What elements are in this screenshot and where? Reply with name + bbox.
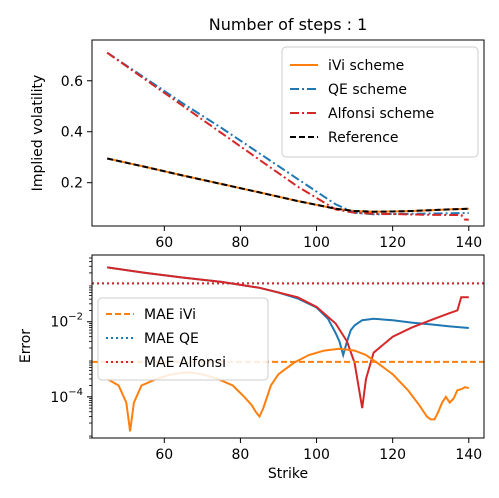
bottom-legend-box bbox=[97, 297, 269, 381]
top-ticks: 60 80 100 120 140 0.2 0.4 0.6 bbox=[61, 74, 482, 251]
top-legend-label-ivi-scheme: iVi scheme bbox=[328, 58, 404, 74]
bottom-legend-label-mae-ivi: MAE iVi bbox=[144, 307, 196, 323]
top-legend-label-alfonsi-scheme: Alfonsi scheme bbox=[328, 106, 434, 122]
bottom-legend: MAE iVi MAE QE MAE Alfonsi bbox=[97, 297, 269, 381]
top-ytick-label: 0.2 bbox=[61, 176, 83, 192]
top-panel: Number of steps : 1 60 80 100 120 140 0.2 0.4 0… bbox=[30, 15, 485, 251]
top-xtick-label: 80 bbox=[232, 235, 250, 251]
bottom-xtick-label: 120 bbox=[379, 447, 406, 463]
bottom-xtick-label: 80 bbox=[232, 447, 250, 463]
top-plot-area bbox=[106, 51, 469, 221]
top-xtick-label: 60 bbox=[155, 235, 173, 251]
top-line-reference bbox=[106, 157, 469, 213]
top-legend: iVi scheme QE scheme Alfonsi scheme Referen… bbox=[281, 46, 479, 158]
bottom-legend-label-mae-alfonsi: MAE Alfonsi bbox=[144, 355, 226, 371]
bottom-xtick-label: 100 bbox=[303, 447, 330, 463]
bottom-xtick-label: 140 bbox=[455, 447, 482, 463]
top-title: Number of steps : 1 bbox=[209, 15, 368, 34]
bottom-ticks: 60 80 100 120 140 10−4 10−2 bbox=[50, 257, 482, 463]
top-xtick-label: 120 bbox=[379, 235, 406, 251]
top-line-qe-scheme bbox=[106, 51, 469, 216]
top-ytick-label: 0.4 bbox=[61, 125, 83, 141]
top-legend-label-qe-scheme: QE scheme bbox=[328, 82, 407, 98]
top-xtick-label: 100 bbox=[303, 235, 330, 251]
top-line-alfonsi-scheme bbox=[106, 51, 469, 221]
top-legend-label-reference: Reference bbox=[328, 130, 399, 146]
top-ylabel: Implied volatility bbox=[30, 75, 46, 192]
bottom-panel: 60 80 100 120 140 10−4 10−2 Strike Error MAE i… bbox=[18, 254, 485, 482]
bottom-plot-area bbox=[92, 266, 484, 432]
top-line-ivi-scheme bbox=[106, 157, 469, 213]
bottom-ytick-label: 10−4 bbox=[50, 387, 83, 406]
top-legend-box bbox=[281, 46, 479, 158]
bottom-xtick-label: 60 bbox=[155, 447, 173, 463]
bottom-xlabel: Strike bbox=[268, 466, 308, 482]
bottom-axes-frame bbox=[91, 254, 485, 439]
bottom-error-line-1 bbox=[107, 266, 469, 409]
bottom-ylabel: Error bbox=[18, 329, 34, 363]
top-axes-frame bbox=[91, 39, 485, 227]
bottom-legend-label-mae-qe: MAE QE bbox=[144, 331, 199, 347]
top-xtick-label: 140 bbox=[455, 235, 482, 251]
top-ytick-label: 0.6 bbox=[61, 74, 83, 90]
bottom-ytick-label: 10−2 bbox=[50, 312, 83, 331]
